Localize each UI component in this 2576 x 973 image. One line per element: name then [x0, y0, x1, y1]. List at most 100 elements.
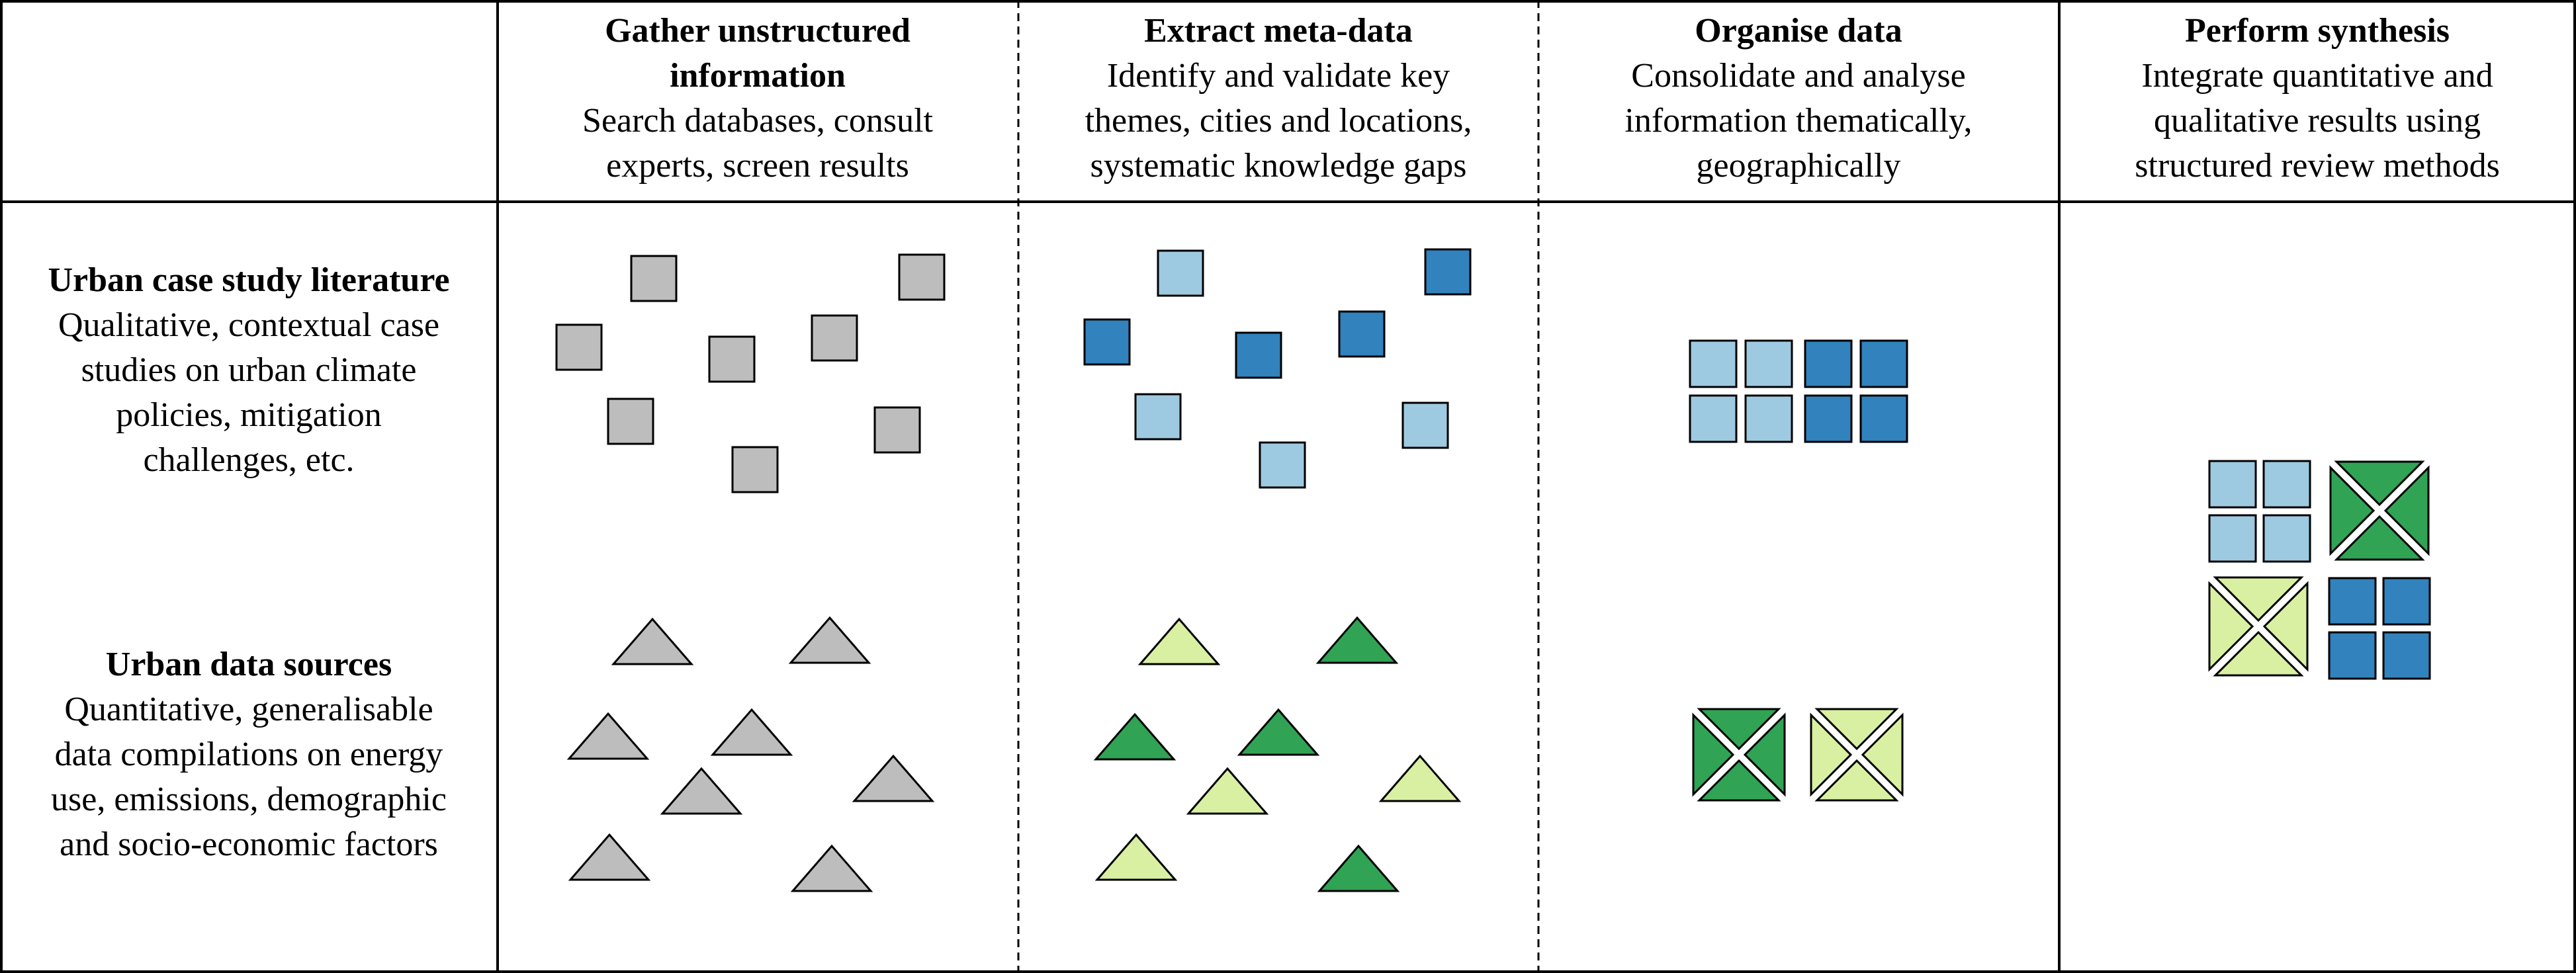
light-blue-square: [1259, 441, 1306, 489]
row-title-literature: Urban case study literature: [48, 261, 449, 299]
organised-dark-green-cross-part-1: [1697, 708, 1781, 751]
column-desc-gather-line1: Search databases, consult: [582, 102, 933, 140]
synthesis-dark-blue-square: [2382, 631, 2431, 680]
row-desc-literature-line4: challenges, etc.: [143, 441, 354, 479]
column-desc-organise-line3: geographically: [1697, 147, 1901, 185]
organised-dark-green-cross-part-4: [1692, 712, 1735, 797]
light-blue-square: [1134, 393, 1182, 441]
row-desc-data-sources-line4: and socio-economic factors: [60, 825, 438, 863]
row-desc-literature-line1: Qualitative, contextual case: [58, 306, 439, 344]
light-green-triangle: [1378, 754, 1462, 802]
dark-green-triangle: [1237, 708, 1320, 756]
synthesis-dark-blue-square: [2382, 577, 2431, 626]
row-desc-literature-line3: policies, mitigation: [116, 396, 382, 434]
organised-dark-blue-square: [1859, 394, 1908, 443]
organised-dark-green-cross-part-2: [1743, 712, 1786, 797]
diagram-shapes: [555, 248, 2431, 892]
column-desc-organise-line1: Consolidate and analyse: [1631, 57, 1965, 95]
column-desc-extract-line2: themes, cities and locations,: [1085, 102, 1472, 140]
column-header-organise: Organise data Consolidate and analyse in…: [1624, 12, 1972, 185]
grey-triangle: [788, 616, 871, 664]
synthesis-light-green-cross-part-3: [2213, 630, 2304, 677]
column-title-extract: Extract meta-data: [1144, 12, 1413, 50]
column-desc-synthesis-line2: qualitative results using: [2154, 102, 2481, 140]
grey-triangle: [790, 844, 873, 892]
synthesis-light-blue-square: [2208, 514, 2257, 563]
column-header-synthesis: Perform synthesis Integrate quantitative…: [2135, 12, 2500, 185]
grey-square: [811, 314, 858, 362]
grey-triangle: [852, 754, 935, 802]
column-desc-organise-line2: information thematically,: [1624, 102, 1972, 140]
grey-square: [630, 255, 678, 302]
organised-light-green-cross-part-2: [1861, 712, 1904, 797]
dark-blue-square: [1083, 318, 1131, 366]
dark-green-triangle: [1315, 616, 1399, 664]
grey-square: [607, 398, 654, 445]
synthesis-light-blue-square: [2262, 514, 2311, 563]
column-desc-gather-line2: experts, screen results: [606, 147, 909, 185]
grey-triangle: [568, 833, 651, 881]
light-blue-square: [1401, 402, 1449, 449]
column-desc-extract-line3: systematic knowledge gaps: [1090, 147, 1467, 185]
light-green-triangle: [1137, 617, 1221, 665]
synthesis-light-blue-square: [2208, 460, 2257, 509]
synthesis-dark-blue-square: [2328, 631, 2377, 680]
column-title-synthesis: Perform synthesis: [2185, 12, 2450, 50]
organised-light-blue-square: [1744, 394, 1793, 443]
synthesis-dark-green-cross-part-2: [2383, 465, 2430, 556]
synthesis-light-blue-square: [2262, 460, 2311, 509]
dark-blue-square: [1235, 331, 1282, 379]
synthesis-dark-green-cross-part-3: [2334, 515, 2425, 561]
grey-square: [898, 253, 946, 301]
grey-square: [555, 323, 603, 371]
row-desc-data-sources-line3: use, emissions, demographic: [51, 781, 447, 818]
organised-light-green-cross-part-4: [1810, 712, 1853, 797]
column-title-organise: Organise data: [1695, 12, 1902, 50]
grey-square: [708, 335, 756, 383]
column-header-extract: Extract meta-data Identify and validate …: [1085, 12, 1472, 185]
synthesis-dark-blue-square: [2328, 577, 2377, 626]
synthesis-light-green-cross-part-1: [2213, 576, 2304, 622]
column-title-gather-line2: information: [670, 57, 846, 95]
organised-light-blue-square: [1744, 339, 1793, 388]
row-desc-data-sources-line1: Quantitative, generalisable: [64, 691, 433, 728]
organised-dark-blue-square: [1804, 394, 1853, 443]
synthesis-dark-green-cross-part-1: [2334, 460, 2425, 507]
synthesis-light-green-cross-part-2: [2262, 581, 2309, 672]
light-blue-square: [1157, 249, 1204, 297]
row-desc-literature-line2: studies on urban climate: [81, 351, 417, 389]
row-title-data-sources: Urban data sources: [106, 646, 392, 683]
organised-light-green-cross-part-3: [1814, 759, 1899, 802]
column-desc-synthesis-line3: structured review methods: [2135, 147, 2500, 185]
dark-green-triangle: [1093, 712, 1177, 761]
organised-dark-green-cross-part-3: [1697, 759, 1781, 802]
synthesis-light-green-cross-part-4: [2208, 581, 2254, 672]
synthesis-dark-green-cross-part-4: [2329, 465, 2376, 556]
organised-light-blue-square: [1689, 339, 1738, 388]
organised-dark-blue-square: [1859, 339, 1908, 388]
column-header-gather: Gather unstructured information Search d…: [582, 12, 933, 185]
grey-triangle: [566, 712, 650, 760]
organised-dark-blue-square: [1804, 339, 1853, 388]
column-desc-synthesis-line1: Integrate quantitative and: [2141, 57, 2493, 95]
organised-light-green-cross-part-1: [1814, 708, 1899, 751]
grey-triangle: [611, 617, 694, 665]
dark-green-triangle: [1317, 844, 1400, 892]
grey-triangle: [710, 708, 793, 756]
grey-square: [731, 446, 779, 493]
row-desc-data-sources-line2: data compilations on energy: [55, 736, 443, 773]
light-green-triangle: [1094, 833, 1178, 881]
row-label-data-sources: Urban data sources Quantitative, general…: [51, 646, 447, 863]
grey-triangle: [660, 767, 743, 815]
dark-blue-square: [1338, 310, 1386, 358]
row-label-literature: Urban case study literature Qualitative,…: [48, 261, 449, 479]
column-desc-extract-line1: Identify and validate key: [1107, 57, 1450, 95]
light-green-triangle: [1186, 767, 1269, 815]
organised-light-blue-square: [1689, 394, 1738, 443]
column-title-gather: Gather unstructured: [605, 12, 910, 50]
dark-blue-square: [1424, 248, 1472, 296]
